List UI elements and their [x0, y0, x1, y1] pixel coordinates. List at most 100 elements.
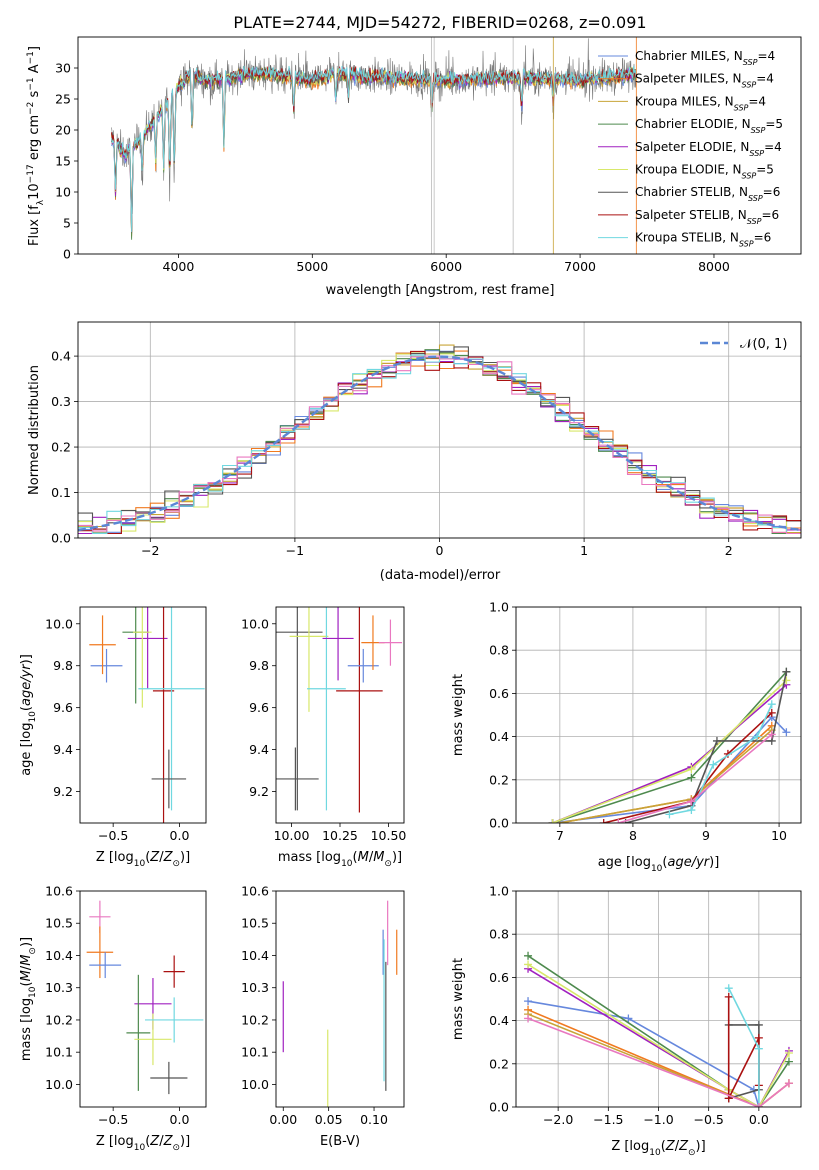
- plot-weight-vs-age: 7 8 9 10 0.0 0.2 0.4 0.6 0.8 1.0 age [log10(age/yr…: [451, 600, 802, 874]
- y-tick-label: 9.8: [249, 658, 269, 673]
- y-tick-label: 20: [55, 123, 71, 138]
- y-tick-label: 10.0: [241, 1077, 269, 1092]
- x-tick-label: −0.5: [98, 828, 128, 843]
- legend-entry: Kroupa ELODIE, NSSP=5: [635, 163, 774, 181]
- y-tick-label: 10.1: [45, 1045, 73, 1060]
- x-tick-label: 0.00: [269, 1112, 297, 1127]
- y-tick-label: 0.4: [489, 1013, 509, 1028]
- x-tick-label: −0.5: [693, 1112, 723, 1127]
- y-tick-label: 0.2: [489, 1056, 509, 1071]
- weight-line: [527, 963, 790, 1107]
- weight-marker: [524, 997, 533, 1006]
- y-tick-label: 1.0: [489, 884, 509, 899]
- x-tick-label: 7000: [564, 259, 596, 274]
- y-tick-label: 0.4: [489, 729, 509, 744]
- weight-marker: [754, 1103, 763, 1107]
- axis-label: mass [log10(M/M⊙)]: [19, 937, 38, 1061]
- weight-marker: [524, 1014, 533, 1023]
- plot-residual-hist: −2 −1 0 1 2 0.0 0.1 0.2 0.3 0.4 𝒩(0, 1) (data-model…: [27, 321, 802, 583]
- x-tick-label: −1.5: [593, 1112, 623, 1127]
- weight-marker: [687, 806, 696, 815]
- y-tick-label: 10.4: [45, 948, 73, 963]
- y-tick-label: 5: [63, 216, 71, 231]
- x-tick-label: 8000: [698, 259, 730, 274]
- x-axis-label: (data-model)/error: [380, 568, 501, 583]
- y-tick-label: 9.6: [249, 700, 269, 715]
- x-tick-label: 8: [629, 828, 637, 843]
- y-tick-label: 9.4: [249, 742, 269, 757]
- y-tick-label: 0.1: [51, 485, 71, 500]
- weight-marker: [665, 810, 674, 819]
- axes-frame: [77, 321, 802, 539]
- x-tick-label: 4000: [163, 259, 195, 274]
- plot-area: [86, 900, 204, 1095]
- plot-area: [276, 607, 403, 813]
- x-tick-label: 10.50: [371, 828, 407, 843]
- plot-mass-vs-z: −0.5 0.0 10.0 10.1 10.2 10.3 10.4 10.5 10.6 Z [lo…: [19, 884, 207, 1153]
- y-tick-label: 10.6: [241, 884, 269, 899]
- y-axis-label: Normed distribution: [27, 365, 42, 495]
- y-tick-label: 0.0: [489, 816, 509, 831]
- y-tick-label: 10.0: [241, 616, 269, 631]
- axes-frame: [515, 606, 802, 824]
- weight-marker: [524, 951, 533, 960]
- plot-weight-vs-z: −2.0 −1.5 −1.0 −0.5 0.0 0.0 0.2 0.4 0.6 0.8 1.0 Z […: [451, 884, 802, 1158]
- weight-marker: [767, 730, 776, 739]
- x-tick-label: −2.0: [543, 1112, 573, 1127]
- legend-entry: 𝒩(0, 1): [740, 337, 787, 352]
- x-tick-label: 9: [702, 828, 710, 843]
- y-tick-label: 10: [55, 185, 71, 200]
- axes-frame: [79, 890, 207, 1108]
- y-tick-label: 10.1: [241, 1045, 269, 1060]
- weight-marker: [599, 819, 608, 823]
- plot-area: [89, 607, 205, 823]
- weight-marker: [712, 736, 721, 745]
- weight-line: [603, 712, 773, 823]
- y-tick-label: 0.0: [489, 1100, 509, 1115]
- y-axis-label: mass weight: [451, 958, 466, 1040]
- plot-age-vs-mass: 10.00 10.25 10.50 9.2 9.4 9.6 9.8 10.0 mass [log…: [241, 606, 407, 869]
- y-tick-label: 25: [55, 92, 71, 107]
- y-tick-label: 10.6: [45, 884, 73, 899]
- x-axis-label: wavelength [Angstrom, rest frame]: [326, 283, 555, 298]
- y-tick-label: 10.0: [45, 1077, 73, 1092]
- y-tick-label: 10.5: [241, 916, 269, 931]
- axes-frame: [515, 890, 802, 1108]
- y-tick-label: 0.6: [489, 970, 509, 985]
- y-tick-label: 10.3: [241, 980, 269, 995]
- axis-label: age [log10(age/yr)]: [598, 855, 720, 874]
- plot-area: [111, 37, 637, 254]
- weight-marker: [767, 708, 776, 717]
- x-tick-label: 6000: [430, 259, 462, 274]
- weight-line: [527, 1017, 790, 1107]
- y-tick-label: 1.0: [489, 600, 509, 615]
- axes-frame: [79, 606, 207, 824]
- x-tick-label: 10: [771, 828, 787, 843]
- x-tick-label: 5000: [296, 259, 328, 274]
- weight-marker: [709, 760, 718, 769]
- axis-label: mass [log10(M/M⊙)]: [278, 850, 402, 869]
- x-tick-label: 0: [436, 543, 444, 558]
- y-tick-label: 10.5: [45, 916, 73, 931]
- histogram-step: [78, 355, 801, 535]
- weight-line: [527, 1000, 760, 1107]
- y-tick-label: 10.2: [241, 1012, 269, 1027]
- weight-marker: [687, 773, 696, 782]
- weight-marker: [782, 676, 791, 685]
- y-tick-label: 9.8: [53, 658, 73, 673]
- axis-label: Flux [fλ10−17 erg cm−2 s−1 A−1]: [26, 46, 46, 246]
- weight-marker: [784, 1079, 793, 1088]
- y-tick-label: 0.2: [51, 440, 71, 455]
- y-tick-label: 15: [55, 154, 71, 169]
- weight-marker: [687, 765, 696, 773]
- legend-entry: Salpeter MILES, NSSP=4: [635, 72, 774, 90]
- histogram-step: [78, 354, 801, 535]
- legend-entry: Chabrier MILES, NSSP=4: [635, 49, 775, 67]
- y-tick-label: 10.3: [45, 980, 73, 995]
- weight-marker: [524, 960, 533, 969]
- y-tick-label: 9.4: [53, 742, 73, 757]
- plot-area: [78, 322, 801, 538]
- axis-label: age [log10(age/yr)]: [19, 654, 38, 776]
- weight-marker: [614, 819, 623, 823]
